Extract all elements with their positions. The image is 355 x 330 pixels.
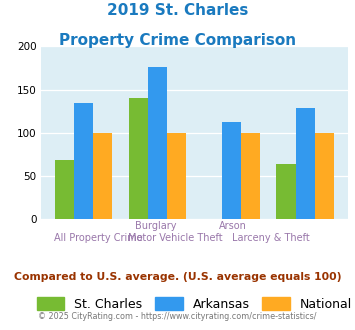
Text: Compared to U.S. average. (U.S. average equals 100): Compared to U.S. average. (U.S. average … [14, 272, 341, 282]
Bar [55, 160, 74, 219]
Legend: St. Charles, Arkansas, National: St. Charles, Arkansas, National [32, 291, 355, 315]
Text: Property Crime Comparison: Property Crime Comparison [59, 33, 296, 48]
Bar [222, 122, 241, 219]
Text: Larceny & Theft: Larceny & Theft [232, 233, 310, 243]
Text: 2019 St. Charles: 2019 St. Charles [107, 3, 248, 18]
Bar [241, 133, 260, 219]
Bar [129, 98, 148, 219]
Bar [296, 108, 315, 219]
Text: Burglary: Burglary [135, 221, 177, 231]
Bar [93, 133, 113, 219]
Bar [167, 133, 186, 219]
Text: Arson: Arson [219, 221, 247, 231]
Text: © 2025 CityRating.com - https://www.cityrating.com/crime-statistics/: © 2025 CityRating.com - https://www.city… [38, 312, 317, 321]
Text: Motor Vehicle Theft: Motor Vehicle Theft [128, 233, 223, 243]
Bar [315, 133, 334, 219]
Bar [148, 67, 167, 219]
Bar [74, 103, 93, 219]
Text: All Property Crime: All Property Crime [54, 233, 143, 243]
Bar [276, 164, 296, 219]
